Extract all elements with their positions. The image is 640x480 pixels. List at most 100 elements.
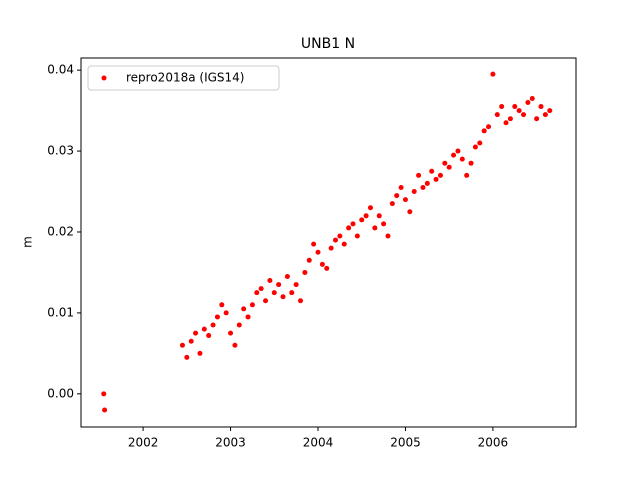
x-tick-label: 2004 xyxy=(303,436,334,450)
legend-label: repro2018a (IGS14) xyxy=(126,71,244,85)
point xyxy=(402,197,408,203)
point xyxy=(197,350,203,356)
point xyxy=(424,180,430,186)
point xyxy=(521,112,527,118)
point xyxy=(446,164,452,170)
x-tick-label: 2002 xyxy=(128,436,159,450)
point xyxy=(372,225,378,231)
legend-box xyxy=(87,65,280,91)
point xyxy=(538,104,544,110)
point xyxy=(193,330,199,336)
x-tick-label: 2003 xyxy=(215,436,246,450)
point xyxy=(429,168,435,174)
point xyxy=(346,225,352,231)
point xyxy=(258,286,264,292)
point xyxy=(503,120,509,126)
y-tick-label: 0.00 xyxy=(47,386,74,400)
point xyxy=(324,265,330,271)
point xyxy=(486,124,492,130)
point xyxy=(468,160,474,166)
point xyxy=(201,326,207,332)
point xyxy=(411,189,417,195)
point xyxy=(472,144,478,150)
point xyxy=(241,306,247,312)
point xyxy=(228,330,234,336)
point xyxy=(542,112,548,118)
point xyxy=(245,314,251,320)
point xyxy=(302,269,308,275)
point xyxy=(289,290,295,296)
point xyxy=(267,278,273,284)
point xyxy=(437,172,443,178)
chart-title: UNB1 N xyxy=(301,36,355,52)
x-tick-label: 2005 xyxy=(390,436,421,450)
legend-marker xyxy=(101,75,107,81)
point xyxy=(389,201,395,207)
point xyxy=(101,391,107,397)
point xyxy=(534,116,540,122)
point xyxy=(455,148,461,154)
point xyxy=(332,237,338,243)
point xyxy=(184,354,190,360)
point xyxy=(249,302,255,308)
point xyxy=(385,233,391,239)
point xyxy=(315,249,321,255)
point xyxy=(512,104,518,110)
point xyxy=(337,233,343,239)
point xyxy=(477,140,483,146)
point xyxy=(293,282,299,288)
point xyxy=(547,108,553,114)
point xyxy=(529,95,535,101)
x-tick-label: 2006 xyxy=(478,436,509,450)
point xyxy=(298,298,304,304)
point xyxy=(223,310,229,316)
point xyxy=(494,112,500,118)
point xyxy=(525,100,531,106)
point xyxy=(359,217,365,223)
point xyxy=(341,241,347,247)
point xyxy=(254,290,260,296)
point xyxy=(102,407,108,413)
point xyxy=(280,294,286,300)
plot-frame xyxy=(80,57,577,428)
point xyxy=(367,205,373,211)
point xyxy=(394,193,400,199)
point xyxy=(328,245,334,251)
point xyxy=(210,322,216,328)
point xyxy=(516,108,522,114)
point xyxy=(481,128,487,134)
y-tick-label: 0.02 xyxy=(47,224,74,238)
point xyxy=(236,322,242,328)
point xyxy=(188,338,194,344)
point xyxy=(464,172,470,178)
point xyxy=(420,184,426,190)
point xyxy=(407,209,413,215)
point xyxy=(442,160,448,166)
point xyxy=(459,156,465,162)
point xyxy=(376,213,382,219)
point xyxy=(263,298,269,304)
point xyxy=(219,302,225,308)
point xyxy=(276,282,282,288)
point xyxy=(306,257,312,263)
point xyxy=(416,172,422,178)
point xyxy=(507,116,513,122)
y-tick-label: 0.01 xyxy=(47,305,74,319)
point xyxy=(214,314,220,320)
point xyxy=(451,152,457,158)
point xyxy=(499,104,505,110)
y-tick-label: 0.03 xyxy=(47,144,74,158)
point xyxy=(232,342,238,348)
point xyxy=(284,273,290,279)
y-axis-label: m xyxy=(21,236,35,248)
point xyxy=(271,290,277,296)
point xyxy=(350,221,356,227)
point xyxy=(179,342,185,348)
point xyxy=(398,184,404,190)
point xyxy=(319,261,325,267)
y-tick-label: 0.04 xyxy=(47,63,74,77)
point xyxy=(490,71,496,77)
point xyxy=(206,333,212,339)
